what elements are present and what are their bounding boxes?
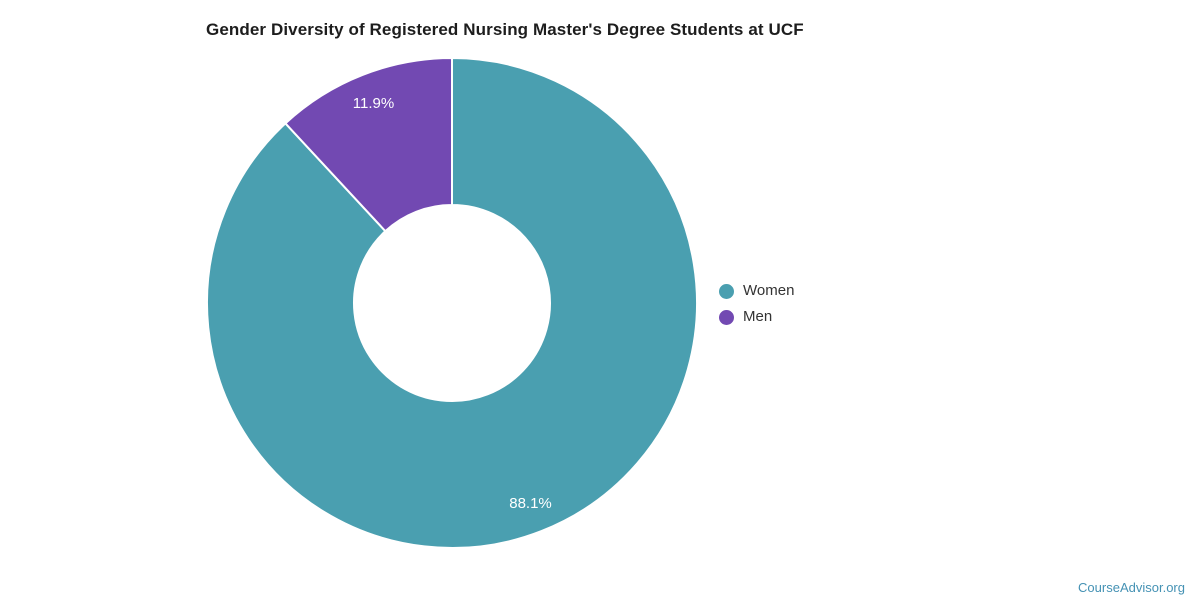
legend-item-women[interactable]: Women	[719, 278, 794, 304]
legend-item-men[interactable]: Men	[719, 304, 794, 330]
chart-title: Gender Diversity of Registered Nursing M…	[206, 20, 804, 39]
slice-label-women: 88.1%	[509, 495, 552, 512]
legend: Women Men	[719, 278, 794, 330]
pie-slice-women[interactable]	[206, 57, 698, 549]
legend-label-women: Women	[743, 282, 795, 299]
legend-swatch-women	[719, 283, 734, 299]
pie-slice-men[interactable]	[284, 57, 453, 233]
slice-label-men: 11.9%	[353, 95, 394, 112]
legend-label-men: Men	[743, 308, 773, 325]
legend-swatch-men	[719, 309, 734, 325]
watermark-link[interactable]: CourseAdvisor.org	[1078, 580, 1185, 595]
